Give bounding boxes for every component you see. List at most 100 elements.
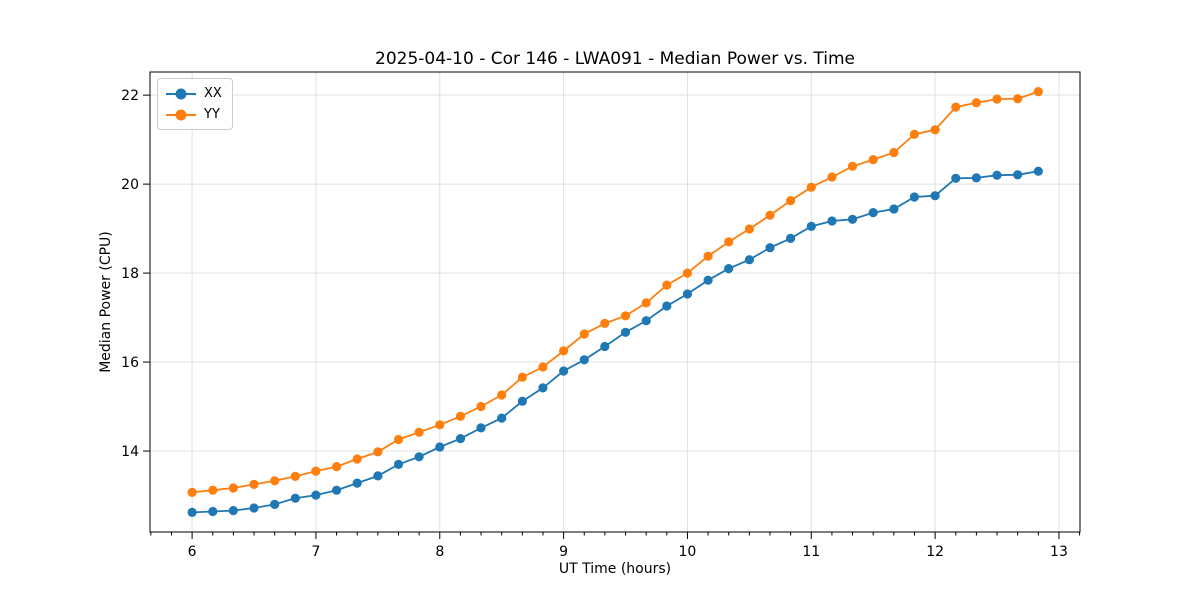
series-xx-marker bbox=[600, 341, 610, 352]
x-tick-label: 11 bbox=[802, 544, 820, 560]
series-yy-marker bbox=[249, 479, 259, 489]
series-yy-line bbox=[192, 90, 1039, 494]
series-xx-marker bbox=[1033, 166, 1043, 176]
series-yy-marker bbox=[435, 420, 445, 430]
series-yy-marker bbox=[909, 129, 920, 139]
series-yy-marker bbox=[476, 401, 486, 412]
series-xx-marker bbox=[744, 255, 755, 265]
series-xx-marker bbox=[827, 216, 837, 226]
series-xx-marker bbox=[352, 478, 362, 488]
series-yy-marker bbox=[414, 427, 424, 437]
series-yy-marker bbox=[930, 125, 940, 135]
series-yy-marker bbox=[682, 268, 693, 278]
y-tick-label: 16 bbox=[121, 355, 139, 371]
legend-label-yy: YY bbox=[204, 107, 220, 122]
series-yy-marker bbox=[662, 280, 672, 290]
series-xx-marker bbox=[620, 327, 631, 337]
series-yy-marker bbox=[1033, 87, 1043, 97]
series-yy-marker bbox=[806, 182, 816, 192]
x-axis-label: UT Time (hours) bbox=[558, 561, 672, 577]
series-xx-marker bbox=[971, 173, 982, 183]
series-yy-marker bbox=[827, 172, 837, 182]
series-xx-line bbox=[192, 170, 1039, 514]
series-xx-marker bbox=[641, 316, 651, 326]
series-xx-marker bbox=[765, 243, 775, 253]
series-xx-marker bbox=[476, 423, 486, 433]
x-tick-label: 10 bbox=[679, 544, 697, 560]
series-yy-marker bbox=[332, 462, 342, 472]
series-yy-marker bbox=[765, 210, 775, 220]
series-xx-marker bbox=[992, 170, 1002, 180]
series-xx-marker bbox=[806, 221, 816, 231]
series-yy-marker bbox=[393, 434, 404, 445]
xx-line-marker-icon bbox=[166, 88, 196, 100]
series-yy-marker bbox=[187, 487, 197, 497]
series-xx-marker bbox=[290, 493, 300, 503]
x-tick-label: 13 bbox=[1050, 544, 1068, 560]
series-xx-marker bbox=[393, 459, 404, 469]
x-tick-label: 6 bbox=[188, 544, 197, 560]
series-xx-marker bbox=[786, 233, 796, 243]
series-yy-marker bbox=[889, 147, 899, 158]
series-yy-marker bbox=[786, 196, 796, 206]
series-yy-marker bbox=[208, 485, 218, 495]
series-xx-marker bbox=[270, 499, 280, 509]
series-xx-marker bbox=[455, 434, 466, 444]
series-xx-marker bbox=[559, 366, 569, 376]
x-tick-label: 7 bbox=[311, 544, 320, 560]
series-yy-marker bbox=[641, 298, 651, 308]
series-yy-marker bbox=[1013, 94, 1023, 104]
series-xx-marker bbox=[889, 204, 899, 214]
series-xx-marker bbox=[930, 191, 940, 201]
series-yy-marker bbox=[620, 311, 631, 321]
legend-entry-yy: YY bbox=[166, 104, 222, 125]
x-tick-label: 12 bbox=[926, 544, 944, 560]
series-yy-marker bbox=[311, 466, 321, 476]
series-yy-marker bbox=[724, 237, 734, 247]
series-xx-marker bbox=[951, 173, 961, 183]
series-yy-marker bbox=[497, 390, 507, 400]
series-xx-marker bbox=[868, 208, 878, 218]
series-yy-marker bbox=[992, 94, 1002, 104]
series-yy-marker bbox=[517, 372, 528, 382]
x-tick-label: 9 bbox=[559, 544, 568, 560]
series-yy-marker bbox=[971, 98, 982, 108]
series-xx-marker bbox=[538, 383, 548, 393]
series-xx-marker bbox=[228, 506, 238, 516]
series-xx-marker bbox=[579, 355, 589, 365]
series-yy-marker bbox=[455, 411, 466, 421]
chart-title: 2025-04-10 - Cor 146 - LWA091 - Median P… bbox=[375, 49, 855, 69]
series-yy-marker bbox=[538, 362, 548, 372]
series-xx-marker bbox=[847, 214, 858, 224]
yy-line-marker-icon bbox=[166, 109, 196, 121]
series-yy-marker bbox=[290, 471, 300, 481]
series-xx-marker bbox=[311, 490, 321, 500]
series-xx-marker bbox=[1013, 170, 1023, 180]
series-xx-marker bbox=[332, 485, 342, 495]
y-tick-label: 22 bbox=[121, 88, 139, 104]
series-xx-marker bbox=[414, 452, 424, 462]
series-yy-marker bbox=[579, 329, 589, 339]
series-xx-marker bbox=[497, 413, 507, 423]
series-xx-marker bbox=[517, 396, 528, 406]
series-xx-marker bbox=[187, 507, 197, 517]
series-xx-marker bbox=[435, 442, 445, 452]
x-tick-label: 8 bbox=[435, 544, 444, 560]
series-yy-marker bbox=[847, 161, 858, 171]
legend: XX YY bbox=[157, 78, 233, 130]
y-tick-label: 14 bbox=[121, 444, 139, 460]
series-yy-marker bbox=[600, 318, 610, 328]
series-yy-marker bbox=[270, 476, 280, 486]
series-yy-marker bbox=[352, 454, 362, 464]
series-xx-marker bbox=[682, 289, 693, 299]
series-yy-marker bbox=[373, 447, 383, 457]
series-xx-marker bbox=[909, 192, 920, 202]
series-xx-marker bbox=[373, 471, 383, 481]
legend-entry-xx: XX bbox=[166, 83, 222, 104]
series-yy-marker bbox=[559, 346, 569, 356]
series-yy-marker bbox=[228, 483, 238, 493]
series-xx-marker bbox=[724, 264, 734, 274]
y-tick-label: 18 bbox=[121, 266, 139, 282]
